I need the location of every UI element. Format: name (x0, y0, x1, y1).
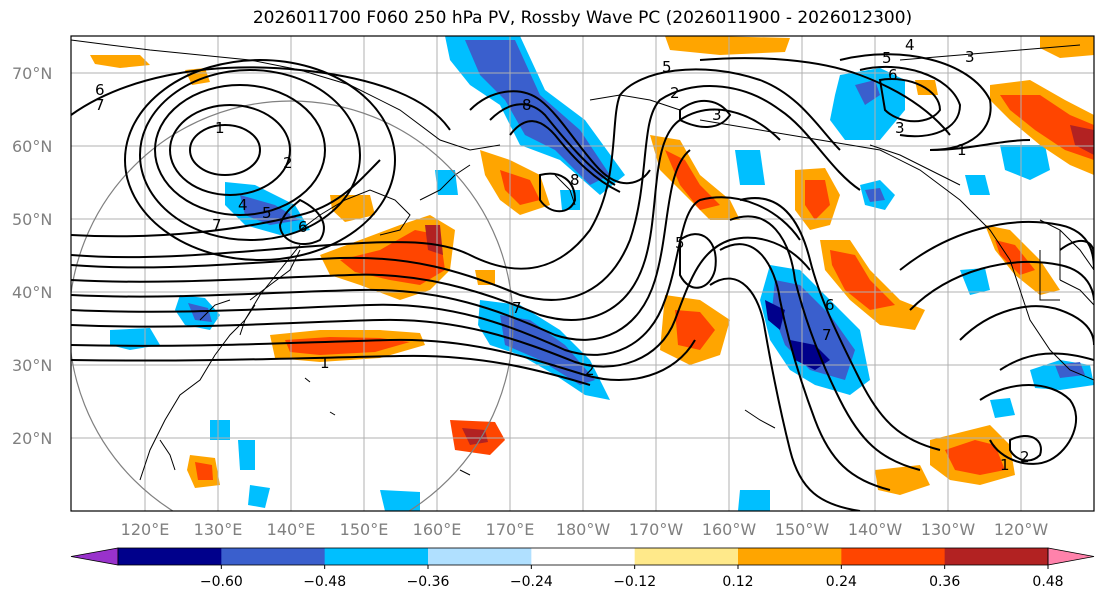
lat-label-60n: 60°N (12, 137, 52, 156)
colorbar-tick-label: 0.36 (929, 574, 960, 590)
lat-label-30n: 30°N (12, 356, 52, 375)
colorbar-tick-label: 0.48 (1032, 574, 1063, 590)
contour-label: 7 (512, 299, 522, 317)
lon-label-130w: 130°W (921, 520, 976, 539)
lon-label-130e: 130°E (194, 520, 243, 539)
contour-label: 7 (822, 326, 832, 344)
lon-label-170w: 170°W (629, 520, 684, 539)
colorbar-segment (634, 548, 739, 565)
map-frame (70, 35, 1095, 512)
contour-label: 5 (675, 234, 685, 252)
lon-label-120w: 120°W (994, 520, 1049, 539)
contour-label: 2 (1020, 448, 1030, 466)
colorbar-tick-label: −0.60 (200, 574, 243, 590)
lat-label-40n: 40°N (12, 283, 52, 302)
colorbar-segment (841, 548, 946, 565)
lon-label-120e: 120°E (121, 520, 170, 539)
coastlines (71, 39, 1094, 481)
lon-label-160e: 160°E (413, 520, 462, 539)
lon-label-140w: 140°W (848, 520, 903, 539)
map-title: 2026011700 F060 250 hPa PV, Rossby Wave … (252, 8, 913, 28)
contour-label: 6 (95, 81, 105, 99)
contour-label: 6 (825, 296, 835, 314)
colorbar-tick-label: −0.36 (407, 574, 450, 590)
contour-label: 1 (1000, 456, 1010, 474)
contour-labels: 6 7 1 2 4 5 6 7 8 8 5 2 3 5 6 3 4 1 5 1 … (95, 36, 1030, 474)
lat-label-50n: 50°N (12, 210, 52, 229)
lon-label-160w: 160°W (702, 520, 757, 539)
lon-label-140e: 140°E (267, 520, 316, 539)
colorbar-extend-max (1047, 547, 1095, 566)
colorbar-border (117, 547, 1049, 566)
pv-contours (71, 53, 1094, 511)
longitude-axis: 120°E 130°E 140°E 150°E 160°E 170°E 180°… (121, 520, 1049, 539)
contour-label: 2 (585, 361, 595, 379)
colorbar (70, 547, 1095, 566)
lat-label-20n: 20°N (12, 429, 52, 448)
contour-label: 5 (882, 49, 892, 67)
contour-label: 5 (662, 58, 672, 76)
contour-label: 5 (262, 204, 272, 222)
colorbar-ticks: −0.60 −0.48 −0.36 −0.24 −0.12 0.12 0.24 0.36 0.4… (200, 565, 1064, 590)
colorbar-segment (118, 548, 222, 565)
contour-label: 3 (895, 119, 905, 137)
contour-label: 8 (570, 171, 580, 189)
contour-label: 4 (238, 196, 248, 214)
colorbar-segment (944, 548, 1049, 565)
colorbar-extend-min (70, 547, 119, 566)
colorbar-segment (221, 548, 326, 565)
lon-label-170e: 170°E (486, 520, 535, 539)
colorbar-tick-label: 0.12 (722, 574, 753, 590)
contour-label: 1 (957, 141, 967, 159)
contour-label: 7 (212, 216, 222, 234)
contour-label: 3 (965, 48, 975, 66)
contour-label: 7 (95, 96, 105, 114)
latitude-axis: 70°N 60°N 50°N 40°N 30°N 20°N (12, 64, 52, 448)
contour-label: 6 (298, 218, 308, 236)
colorbar-tick-label: 0.24 (826, 574, 857, 590)
contour-label: 1 (320, 354, 330, 372)
colorbar-tick-label: −0.24 (510, 574, 553, 590)
contour-label: 6 (888, 66, 898, 84)
reference-circle (71, 100, 514, 511)
lat-label-70n: 70°N (12, 64, 52, 83)
contour-label: 2 (283, 154, 293, 172)
colorbar-segment (324, 548, 429, 565)
contour-label: 3 (712, 106, 722, 124)
contour-label: 2 (670, 84, 680, 102)
contour-label: 4 (905, 36, 915, 54)
colorbar-segment (428, 548, 532, 565)
colorbar-tick-label: −0.48 (303, 574, 346, 590)
colorbar-segment (738, 548, 842, 565)
lon-label-180w: 180°W (556, 520, 611, 539)
contour-label: 8 (522, 96, 532, 114)
colorbar-tick-label: −0.12 (613, 574, 656, 590)
graticule (71, 36, 1094, 511)
lon-label-150w: 150°W (775, 520, 830, 539)
lon-label-150e: 150°E (340, 520, 389, 539)
contour-label: 1 (215, 119, 225, 137)
colorbar-segment (531, 548, 636, 565)
